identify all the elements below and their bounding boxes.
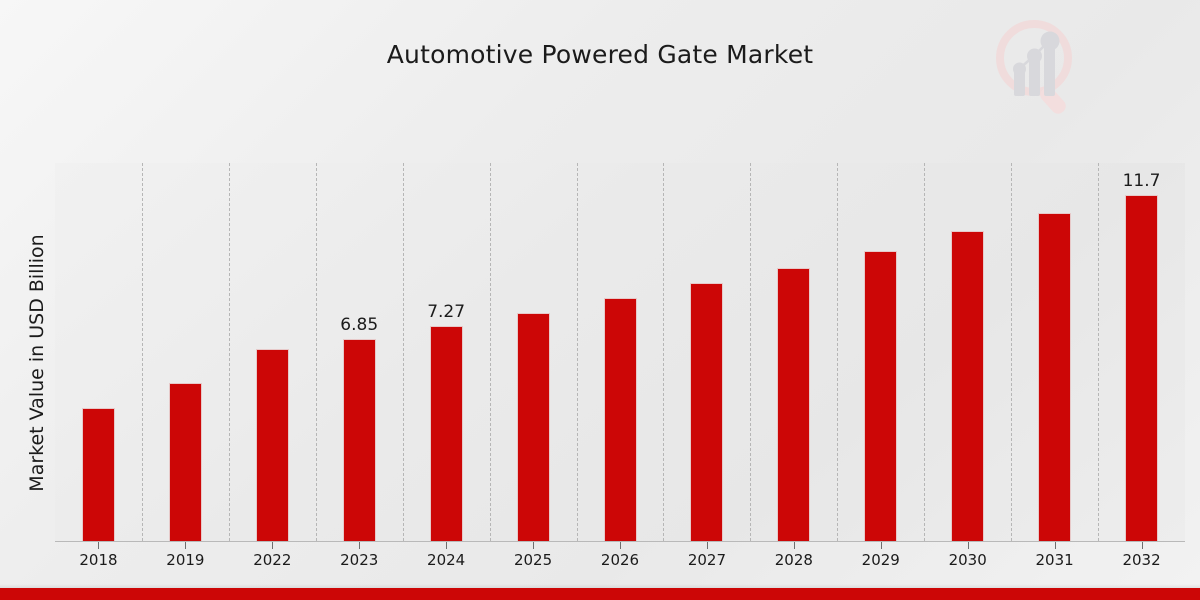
bar-2030[interactable]	[951, 163, 985, 541]
bar-rect[interactable]	[429, 326, 463, 541]
bar-rect[interactable]	[342, 338, 376, 541]
bar-2031[interactable]	[1038, 163, 1072, 541]
bar-rect[interactable]	[951, 230, 985, 541]
bar-rect[interactable]	[516, 313, 550, 541]
gridline	[489, 163, 492, 541]
y-axis-label: Market Value in USD Billion	[26, 234, 48, 492]
bar-rect[interactable]	[864, 251, 898, 541]
bar-2022[interactable]	[255, 163, 289, 541]
x-tick-label-2032: 2032	[1122, 551, 1161, 569]
gridline	[837, 163, 839, 541]
x-tick-label-2030: 2030	[948, 551, 987, 569]
bar-2023[interactable]: 6.85	[340, 163, 379, 541]
gridline	[663, 163, 665, 541]
plot-area: 2018 2019 2022 6.85 2023 7.27 2024 2025 2026 2027…	[55, 163, 1185, 569]
bar-2019[interactable]	[168, 163, 202, 541]
x-tick-mark	[98, 542, 100, 549]
x-tick-mark	[185, 542, 187, 549]
bar-2025[interactable]	[516, 163, 550, 541]
bar-2032[interactable]: 11.7	[1122, 163, 1161, 541]
gridline	[315, 163, 318, 541]
bar-2027[interactable]	[690, 163, 724, 541]
x-tick-mark	[880, 542, 882, 549]
x-tick-label-2023: 2023	[340, 551, 379, 569]
gridline	[924, 163, 926, 541]
footer-accent-band	[0, 588, 1200, 600]
gridline	[1098, 163, 1100, 541]
bar-value-label-2024: 7.27	[427, 302, 466, 323]
bar-2024[interactable]: 7.27	[427, 163, 466, 541]
x-tick-mark	[793, 542, 795, 549]
x-tick-label-2029: 2029	[861, 551, 900, 569]
x-tick-mark	[533, 542, 535, 549]
bar-rect[interactable]	[1125, 195, 1159, 541]
bar-rect[interactable]	[603, 298, 637, 541]
bar-rect[interactable]	[690, 283, 724, 541]
bar-2026[interactable]	[603, 163, 637, 541]
x-tick-mark	[967, 542, 969, 549]
x-tick-label-2024: 2024	[427, 551, 466, 569]
bar-rect[interactable]	[255, 349, 289, 541]
footer-shadow	[0, 584, 1200, 588]
bar-rect[interactable]	[1038, 212, 1072, 541]
bar-value-label-2032: 11.7	[1122, 171, 1161, 192]
x-tick-label-2019: 2019	[166, 551, 205, 569]
bar-rect[interactable]	[168, 383, 202, 541]
x-tick-mark	[706, 542, 708, 549]
x-tick-mark	[446, 542, 448, 549]
x-tick-label-2031: 2031	[1035, 551, 1074, 569]
bar-rect[interactable]	[777, 267, 811, 541]
bar-2018[interactable]	[81, 163, 115, 541]
x-tick-label-2026: 2026	[600, 551, 640, 569]
gridline	[1011, 163, 1013, 541]
x-tick-mark	[359, 542, 361, 549]
x-tick-mark	[1141, 542, 1143, 549]
gridline	[228, 163, 231, 541]
gridline	[576, 163, 579, 541]
chart-title: Automotive Powered Gate Market	[386, 40, 814, 69]
bar-value-label-2023: 6.85	[340, 314, 379, 335]
x-tick-label-2022: 2022	[253, 551, 292, 569]
x-tick-label-2025: 2025	[513, 551, 553, 569]
x-tick-label-2028: 2028	[774, 551, 813, 569]
x-tick-mark	[620, 542, 621, 549]
bar-2029[interactable]	[864, 163, 898, 541]
gridline	[402, 163, 405, 541]
gridline	[141, 163, 144, 541]
x-tick-label-2027: 2027	[687, 551, 727, 569]
x-tick-mark	[272, 542, 274, 549]
x-tick-mark	[1054, 542, 1056, 549]
bar-rect[interactable]	[81, 408, 115, 541]
gridline	[750, 163, 752, 541]
bar-2028[interactable]	[777, 163, 811, 541]
x-tick-label-2018: 2018	[79, 551, 118, 569]
